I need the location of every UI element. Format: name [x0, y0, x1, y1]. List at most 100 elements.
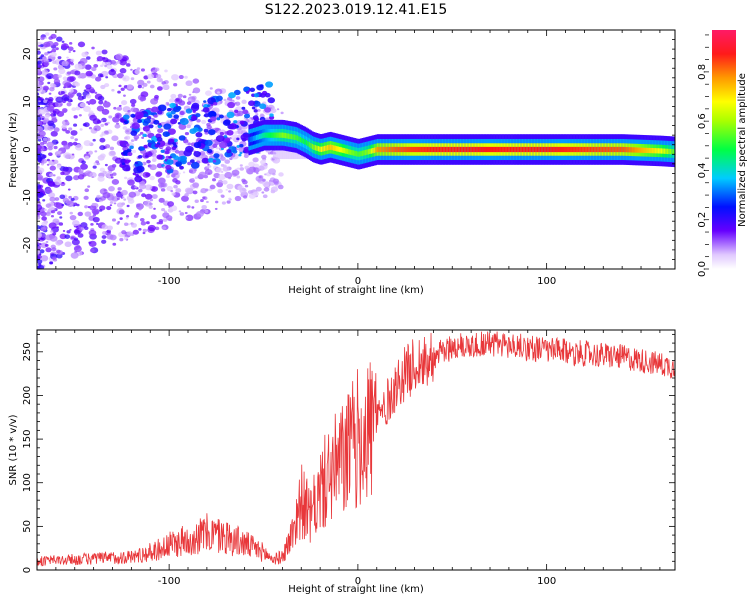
heatmap-cell	[218, 141, 228, 149]
heatmap-cell	[506, 146, 509, 153]
heatmap-cell	[665, 148, 667, 154]
heatmap-cell	[372, 148, 375, 154]
heatmap-cell	[283, 132, 285, 138]
heatmap-cell	[69, 70, 76, 75]
heatmap-cell	[113, 202, 117, 205]
heatmap-cell	[438, 146, 441, 153]
heatmap-cell	[135, 212, 140, 216]
heatmap-cell	[78, 114, 82, 117]
heatmap-cell	[270, 108, 277, 114]
heatmap-cell	[79, 74, 83, 78]
heatmap-cell	[99, 137, 106, 143]
heatmap-cell	[414, 146, 417, 153]
heatmap-cell	[512, 146, 515, 153]
heatmap-cell	[77, 41, 86, 48]
heatmap-cell	[323, 145, 326, 152]
heatmap-cell	[218, 179, 223, 184]
heatmap-cell	[53, 201, 61, 208]
heatmap-cell	[200, 187, 208, 194]
heatmap-cell	[351, 149, 353, 156]
heatmap-cell	[668, 148, 671, 155]
heatmap-cell	[52, 73, 60, 80]
heatmap-cell	[46, 163, 50, 166]
heatmap-cell	[213, 153, 220, 159]
heatmap-cell	[134, 161, 138, 165]
heatmap-cell	[219, 131, 225, 136]
heatmap-cell	[74, 232, 78, 235]
heatmap-cell	[547, 146, 550, 153]
heatmap-cell	[46, 158, 50, 162]
heatmap-cell	[54, 197, 60, 201]
heatmap-cell	[628, 147, 631, 153]
heatmap-cell	[57, 211, 63, 216]
heatmap-cell	[544, 146, 547, 153]
heatmap-cell	[376, 146, 379, 153]
heatmap-cell	[192, 110, 196, 113]
heatmap-cell	[248, 100, 256, 107]
heatmap-cell	[58, 68, 66, 75]
heatmap-cell	[488, 146, 491, 153]
heatmap-cell	[606, 146, 609, 153]
heatmap-cell	[37, 204, 43, 211]
heatmap-cell	[92, 214, 97, 217]
heatmap-cell	[143, 75, 149, 80]
heatmap-cell	[446, 146, 449, 153]
heatmap-cell	[619, 146, 622, 153]
heatmap-cell	[186, 205, 191, 209]
heatmap-cell	[520, 146, 523, 153]
heatmap-cell	[256, 172, 259, 175]
heatmap-cell	[335, 146, 338, 152]
heatmap-cell	[235, 101, 241, 106]
heatmap-cell	[420, 146, 423, 153]
heatmap-cell	[173, 106, 181, 113]
heatmap-cell	[37, 174, 44, 181]
heatmap-cell	[209, 184, 216, 190]
heatmap-cell	[381, 146, 384, 153]
heatmap-cell	[127, 179, 135, 186]
heatmap-cell	[149, 84, 155, 89]
heatmap-cell	[173, 83, 178, 87]
heatmap-cell	[94, 150, 98, 153]
heatmap-cell	[577, 146, 580, 153]
heatmap-cell	[60, 171, 65, 176]
heatmap-cell	[53, 178, 62, 186]
heatmap-cell	[160, 149, 165, 154]
heatmap-cell	[486, 146, 489, 153]
heatmap-cell	[93, 63, 99, 68]
colorbar-tick-label: 0.0	[697, 261, 708, 277]
heatmap-cell	[52, 232, 57, 236]
heatmap-cell	[158, 122, 162, 126]
heatmap-cell	[49, 196, 56, 202]
heatmap-cell	[195, 113, 201, 118]
heatmap-cell	[416, 146, 418, 153]
heatmap-x-tick-label: 0	[355, 276, 361, 287]
heatmap-cell	[68, 50, 72, 54]
heatmap-cell	[123, 120, 129, 125]
heatmap-cell	[212, 101, 218, 106]
heatmap-cell	[261, 191, 265, 194]
heatmap-cell	[225, 188, 228, 191]
heatmap-cell	[275, 132, 278, 138]
heatmap-cell	[208, 129, 216, 136]
heatmap-cell	[428, 146, 430, 153]
heatmap-cell	[127, 59, 131, 63]
heatmap-cell	[295, 134, 298, 141]
heatmap-cell	[45, 97, 49, 101]
heatmap-cell	[253, 117, 260, 122]
heatmap-cell	[157, 177, 166, 184]
heatmap-cell	[48, 152, 53, 157]
heatmap-cell	[625, 147, 628, 153]
heatmap-cell	[121, 230, 127, 235]
heatmap-cell	[574, 146, 577, 153]
heatmap-cell	[391, 146, 394, 153]
heatmap-cell	[192, 87, 201, 94]
heatmap-cell	[115, 53, 124, 60]
heatmap-cell	[53, 113, 57, 117]
heatmap-cell	[239, 151, 243, 155]
heatmap-cell	[631, 147, 634, 153]
heatmap-cell	[42, 199, 46, 202]
heatmap-cell	[47, 120, 55, 127]
heatmap-cell	[83, 195, 89, 200]
heatmap-cell	[224, 159, 231, 164]
